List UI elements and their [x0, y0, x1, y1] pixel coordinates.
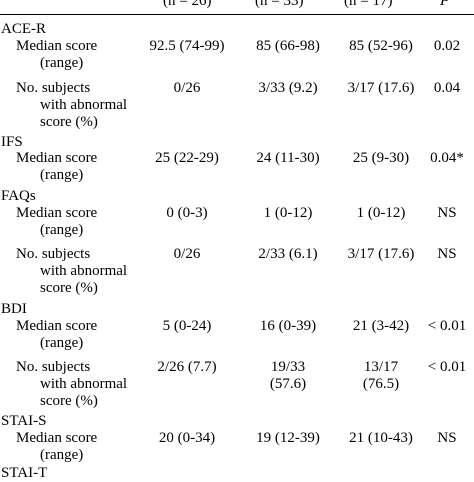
row-label: No. subjects with abnormal score (%) — [16, 246, 127, 297]
table-cell: 3/17 (17.6) — [347, 246, 415, 262]
table-cell: 0/26 — [173, 246, 201, 262]
p-value-cell: 0.04 — [433, 80, 461, 96]
row-label-line: score (%) — [40, 280, 98, 296]
p-value-cell: < 0.01 — [427, 318, 467, 334]
table-cell: 16 (0-39) — [259, 318, 317, 334]
header-col-3: (n = 17) — [344, 0, 393, 9]
table-cell: 19 (12-39) — [256, 430, 320, 446]
table-cell: 13/17 — [363, 359, 399, 375]
p-value-cell: 0.02 — [433, 38, 461, 54]
row-label-line: Median score — [16, 318, 98, 334]
p-value-cell: NS — [437, 430, 457, 446]
row-label-line: (range) — [40, 167, 84, 183]
table-cell: 1 (0-12) — [263, 205, 313, 221]
row-label: Median score (range) — [16, 38, 97, 72]
table-cell: 25 (22-29) — [155, 150, 219, 166]
header-col-1: (n = 26) — [163, 0, 212, 9]
table-cell: 0/26 — [173, 80, 201, 96]
row-label: Median score (range) — [16, 430, 97, 464]
p-value-cell: NS — [437, 246, 457, 262]
section-title-stai-s: STAI-S — [1, 413, 47, 429]
row-label-line: with abnormal — [40, 376, 128, 392]
row-label-line: (range) — [40, 55, 84, 71]
table-cell: 3/33 (9.2) — [258, 80, 318, 96]
row-label: No. subjects with abnormal score (%) — [16, 80, 127, 131]
table-cell: 24 (11-30) — [256, 150, 320, 166]
header-col-p: P — [440, 0, 450, 9]
table-cell: 20 (0-34) — [158, 430, 216, 446]
row-label-line: (range) — [40, 447, 84, 463]
section-title-faqs: FAQs — [1, 188, 36, 204]
row-label-line: Median score — [16, 150, 98, 166]
row-label-line: Median score — [16, 38, 98, 54]
table-cell: 25 (9-30) — [352, 150, 410, 166]
row-label: Median score (range) — [16, 150, 97, 184]
table-cell: 3/17 (17.6) — [347, 80, 415, 96]
row-label-line: with abnormal — [40, 263, 128, 279]
table-cell: 2/26 (7.7) — [157, 359, 217, 375]
row-label-line: (range) — [40, 335, 84, 351]
p-value-cell: < 0.01 — [427, 359, 467, 375]
section-title-ace-r: ACE-R — [1, 21, 46, 37]
section-title-ifs: IFS — [1, 134, 23, 150]
row-label: Median score (range) — [16, 318, 97, 352]
table-cell: 85 (66-98) — [256, 38, 320, 54]
header-rule — [0, 14, 474, 15]
row-label-line: No. subjects — [16, 246, 91, 262]
row-label-line: (range) — [40, 222, 84, 238]
section-title-bdi: BDI — [1, 301, 27, 317]
table-cell: 85 (52-96) — [349, 38, 413, 54]
row-label-line: score (%) — [40, 114, 98, 130]
table-cell: 5 (0-24) — [162, 318, 212, 334]
p-value-cell: 0.04* — [430, 150, 464, 166]
table-cell: 21 (10-43) — [349, 430, 413, 446]
table-cell: 21 (3-42) — [352, 318, 410, 334]
row-label-line: Median score — [16, 205, 98, 221]
row-label-line: with abnormal — [40, 97, 128, 113]
p-value-cell: NS — [437, 205, 457, 221]
header-col-2: (n = 33) — [255, 0, 304, 9]
table-cell: 19/33 — [270, 359, 306, 375]
row-label-line: Median score — [16, 430, 98, 446]
table-cell: 0 (0-3) — [166, 205, 208, 221]
row-label-line: score (%) — [40, 393, 98, 409]
row-label-line: No. subjects — [16, 80, 91, 96]
table-cell: 1 (0-12) — [356, 205, 406, 221]
table-cell: (57.6) — [269, 376, 307, 392]
row-label: No. subjects with abnormal score (%) — [16, 359, 127, 410]
table-cell: 92.5 (74-99) — [149, 38, 225, 54]
table-cell: 2/33 (6.1) — [258, 246, 318, 262]
table-cell: (76.5) — [362, 376, 400, 392]
row-label-line: No. subjects — [16, 359, 91, 375]
row-label: Median score (range) — [16, 205, 97, 239]
